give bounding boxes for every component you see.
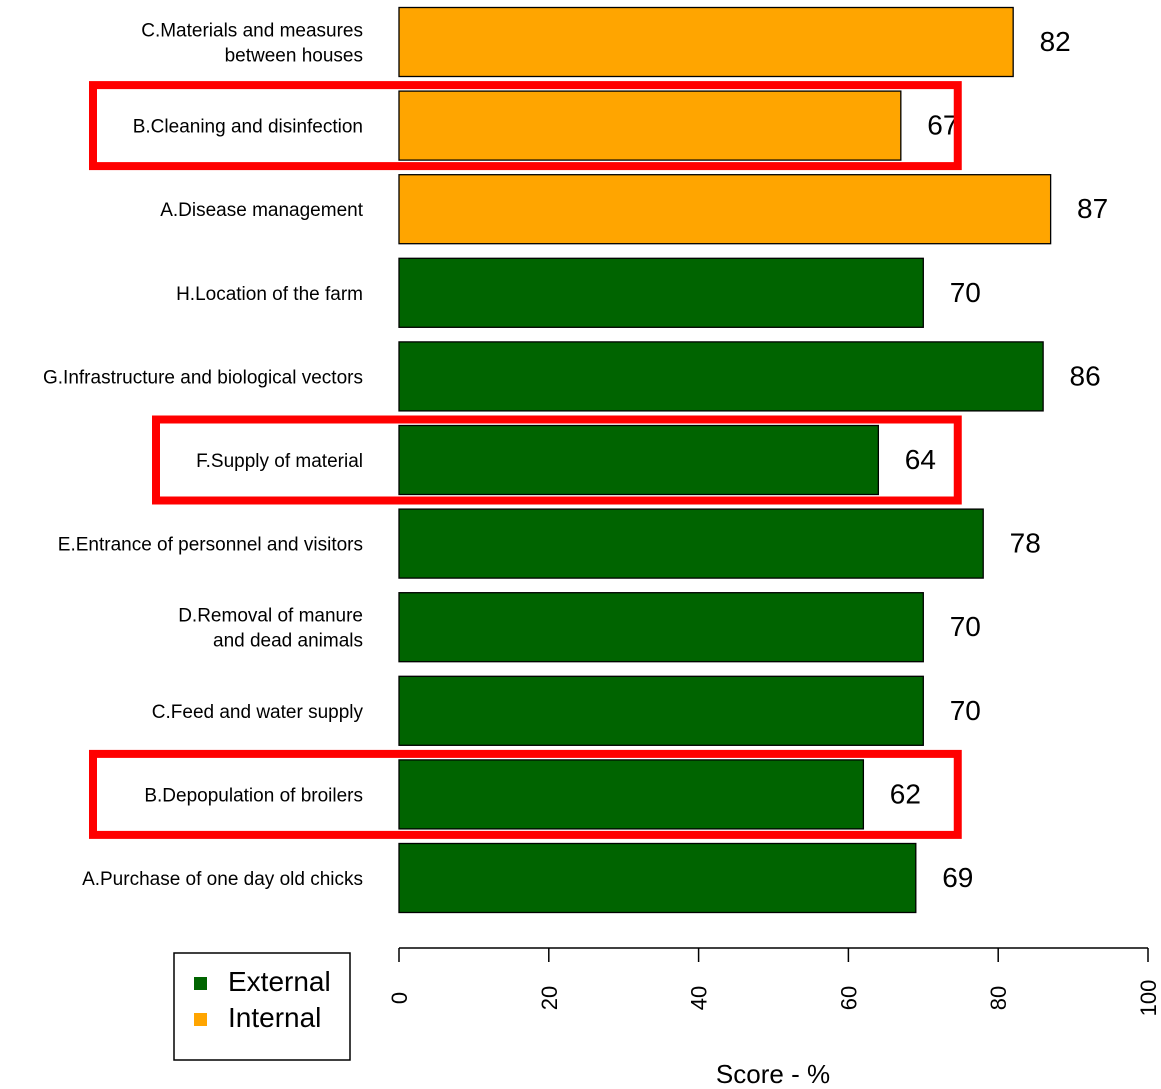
bar <box>398 90 902 161</box>
x-tick-label: 60 <box>836 986 861 1010</box>
category-label: F.Supply of material <box>196 451 363 472</box>
value-label: 86 <box>1070 360 1101 391</box>
bar <box>398 592 924 663</box>
value-label: 87 <box>1077 193 1108 224</box>
value-label: 62 <box>890 778 921 809</box>
category-labels: C.Materials and measures between houses B.… <box>43 21 364 891</box>
x-tick-label: 0 <box>387 992 412 1004</box>
value-label: 67 <box>927 110 958 141</box>
value-labels: 82 67 87 70 86 64 78 70 70 62 69 <box>890 26 1108 893</box>
x-tick-label: 20 <box>537 986 562 1010</box>
category-label: and dead animals <box>213 631 363 652</box>
external-legend-swatch <box>194 977 207 990</box>
category-label: E.Entrance of personnel and visitors <box>58 535 363 556</box>
category-label: C.Materials and measures <box>141 21 363 42</box>
category-label: C.Feed and water supply <box>152 702 364 723</box>
x-tick-label: 80 <box>986 986 1011 1010</box>
value-label: 70 <box>950 611 981 642</box>
bar <box>398 759 865 830</box>
x-axis: 0 20 40 60 80 100 <box>387 947 1161 1017</box>
bar <box>398 341 1044 412</box>
bar <box>398 174 1052 245</box>
bar <box>398 675 924 746</box>
bar <box>398 257 924 328</box>
x-tick-label: 100 <box>1136 980 1161 1017</box>
category-label: A.Purchase of one day old chicks <box>82 869 363 890</box>
bar <box>398 6 1014 78</box>
highlight-box <box>89 81 962 171</box>
value-label: 82 <box>1040 26 1071 57</box>
legend-label: External <box>228 966 331 997</box>
category-label: G.Infrastructure and biological vectors <box>43 367 363 388</box>
value-label: 69 <box>942 862 973 893</box>
category-label: between houses <box>225 46 363 67</box>
x-tick-label: 40 <box>687 986 712 1010</box>
category-label: H.Location of the farm <box>176 284 363 305</box>
bars-layer <box>398 6 1052 914</box>
value-label: 70 <box>950 277 981 308</box>
value-label: 78 <box>1010 528 1041 559</box>
value-label: 64 <box>905 444 936 475</box>
x-axis-title: Score - % <box>716 1059 830 1089</box>
bar <box>398 508 984 579</box>
highlight-boxes <box>89 81 962 839</box>
legend-label: Internal <box>228 1002 321 1033</box>
category-label: A.Disease management <box>160 200 363 221</box>
bar <box>398 424 880 496</box>
category-label: D.Removal of manure <box>178 606 363 627</box>
legend: External Internal <box>173 952 351 1061</box>
value-label: 70 <box>950 695 981 726</box>
highlight-box <box>152 415 962 505</box>
internal-legend-swatch <box>194 1013 207 1026</box>
category-label: B.Cleaning and disinfection <box>133 117 363 138</box>
category-label: B.Depopulation of broilers <box>144 785 363 806</box>
legend-box <box>173 952 351 1061</box>
bar <box>398 842 917 914</box>
highlight-box <box>89 749 962 839</box>
